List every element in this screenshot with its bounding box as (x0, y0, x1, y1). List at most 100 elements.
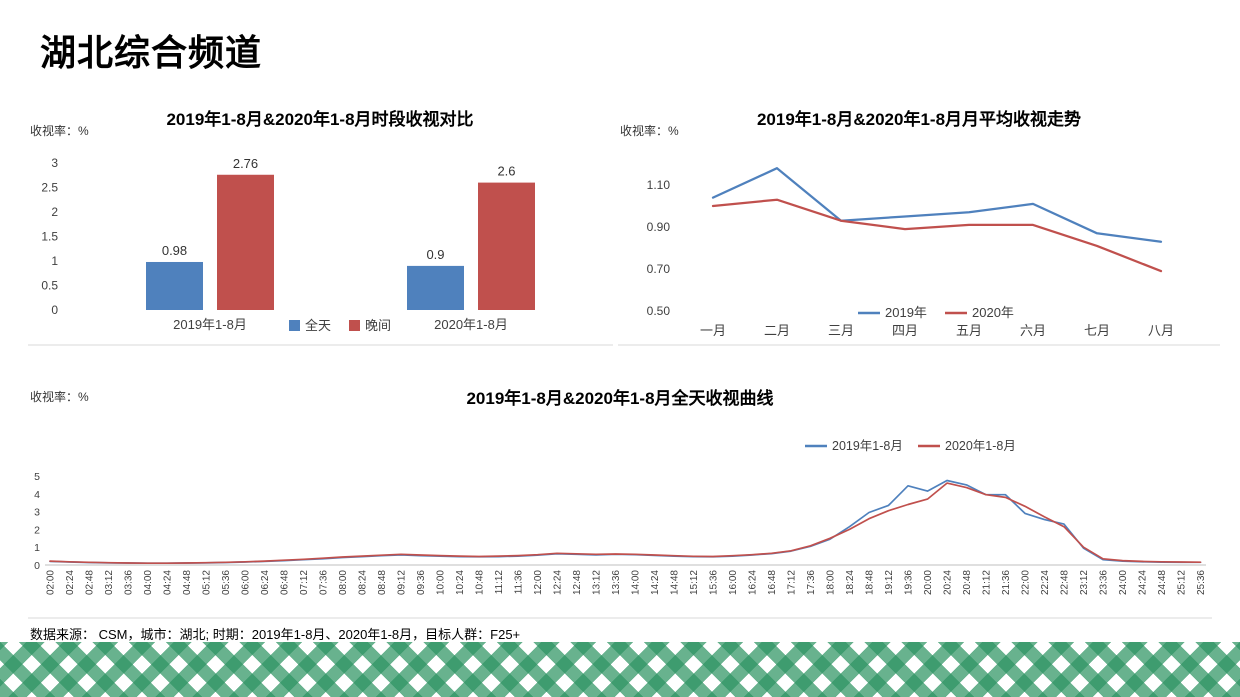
legend-label: 2019年 (885, 305, 927, 320)
x-time-label: 12:24 (553, 570, 564, 595)
x-time-label: 24:48 (1157, 570, 1168, 595)
x-time-label: 20:48 (962, 570, 973, 595)
y-tick-label: 1 (34, 542, 40, 554)
x-time-label: 15:12 (689, 570, 700, 595)
x-time-label: 21:12 (982, 570, 993, 595)
y-tick-label: 0.90 (647, 220, 671, 234)
x-category-label: 2019年1-8月 (173, 317, 247, 332)
x-time-label: 09:36 (416, 570, 427, 595)
monthly-trend-plot: 0.50 0.70 0.90 1.10 一月 二月 三月 四月 五月 六月 七月 八月 2019年 202… (618, 167, 1220, 346)
legend-swatch (349, 320, 360, 331)
y-tick-label: 2 (51, 205, 58, 219)
x-category-label: 七月 (1084, 323, 1110, 338)
series-line (711, 167, 1163, 243)
x-time-label: 02:48 (85, 570, 96, 595)
x-time-label: 23:12 (1079, 570, 1090, 595)
series-line (49, 479, 1202, 565)
x-time-label: 14:48 (670, 570, 681, 595)
y-tick-label: 0.5 (41, 279, 58, 293)
y-tick-label: 5 (34, 471, 40, 483)
page-title: 湖北综合频道 (40, 32, 263, 73)
x-time-label: 05:12 (202, 570, 213, 595)
y-tick-label: 3 (51, 156, 58, 170)
x-category-label: 五月 (956, 323, 982, 338)
x-time-label: 11:36 (514, 570, 525, 595)
x-time-label: 24:00 (1118, 570, 1129, 595)
x-time-label: 16:48 (767, 570, 778, 595)
x-time-label: 13:36 (611, 570, 622, 595)
x-time-label: 20:24 (943, 570, 954, 595)
daily-curve-chart-unit-label: 收视率：% (30, 390, 89, 404)
x-time-label: 19:36 (904, 570, 915, 595)
x-time-label: 06:48 (280, 570, 291, 595)
x-time-label: 03:36 (124, 570, 135, 595)
x-time-label: 10:00 (436, 570, 447, 595)
x-time-label: 15:36 (709, 570, 720, 595)
x-time-label: 03:12 (104, 570, 115, 595)
x-time-label: 22:48 (1060, 570, 1071, 595)
legend-label: 2020年1-8月 (945, 439, 1016, 453)
x-time-label: 06:24 (260, 570, 271, 595)
x-time-label: 19:12 (884, 570, 895, 595)
bar (407, 265, 464, 310)
x-time-label: 05:36 (221, 570, 232, 595)
x-category-label: 二月 (764, 323, 790, 338)
bar (478, 182, 535, 310)
legend-swatch (289, 320, 300, 331)
source-note: 数据来源： CSM，城市：湖北; 时期：2019年1-8月、2020年1-8月，… (30, 627, 521, 642)
x-time-label: 04:00 (143, 570, 154, 595)
x-time-label: 23:36 (1099, 570, 1110, 595)
monthly-trend-chart-unit-label: 收视率：% (620, 124, 679, 138)
x-time-label: 06:00 (241, 570, 252, 595)
x-time-label: 16:00 (728, 570, 739, 595)
y-tick-label: 0.50 (647, 304, 671, 318)
x-time-label: 17:36 (806, 570, 817, 595)
x-time-label: 18:00 (826, 570, 837, 595)
bar-value-label: 0.9 (426, 247, 444, 262)
y-tick-label: 1 (51, 254, 58, 268)
x-time-label: 02:00 (46, 570, 57, 595)
x-time-label: 13:12 (592, 570, 603, 595)
x-time-label: 07:36 (319, 570, 330, 595)
x-time-label: 08:48 (377, 570, 388, 595)
y-tick-label: 0 (51, 303, 58, 317)
x-category-label: 八月 (1148, 323, 1174, 338)
y-tick-label: 1.5 (41, 230, 58, 244)
x-time-label: 10:24 (455, 570, 466, 595)
x-time-label: 22:24 (1040, 570, 1051, 595)
bar-value-label: 0.98 (162, 243, 187, 258)
x-time-label: 12:00 (533, 570, 544, 595)
series-line (49, 482, 1202, 565)
x-time-label: 08:24 (358, 570, 369, 595)
y-tick-label: 1.10 (647, 178, 671, 192)
x-time-label: 11:12 (494, 570, 505, 595)
series-line (711, 198, 1163, 273)
x-time-label: 14:24 (650, 570, 661, 595)
x-time-label: 18:48 (865, 570, 876, 595)
daypart-bar-chart-title: 2019年1-8月&2020年1-8月时段收视对比 (166, 110, 474, 129)
x-time-label: 16:24 (748, 570, 759, 595)
x-category-label: 一月 (700, 323, 726, 338)
x-category-label: 六月 (1020, 323, 1046, 338)
y-tick-label: 2 (34, 524, 40, 536)
x-time-label: 21:36 (1001, 570, 1012, 595)
gingham-pattern-band (0, 642, 1240, 697)
daily-curve-chart-title: 2019年1-8月&2020年1-8月全天收视曲线 (466, 389, 774, 408)
legend-label: 晚间 (365, 318, 391, 333)
legend-label: 全天 (305, 318, 331, 333)
x-time-label: 22:00 (1021, 570, 1032, 595)
x-time-label: 20:00 (923, 570, 934, 595)
x-category-label: 三月 (828, 323, 854, 338)
x-time-label: 17:12 (787, 570, 798, 595)
x-time-label: 10:48 (475, 570, 486, 595)
bar-value-label: 2.6 (497, 164, 515, 179)
x-category-label: 四月 (892, 323, 918, 338)
daily-curve-plot: 0 1 2 3 4 5 02:00 02:24 02:48 03:12 03:36 04:00 04:2… (28, 439, 1212, 619)
bar (146, 261, 203, 310)
x-time-label: 09:12 (397, 570, 408, 595)
x-time-label: 07:12 (299, 570, 310, 595)
x-time-label: 14:00 (631, 570, 642, 595)
bar-value-label: 2.76 (233, 156, 258, 171)
x-time-label: 24:24 (1138, 570, 1149, 595)
x-time-label: 25:12 (1177, 570, 1188, 595)
